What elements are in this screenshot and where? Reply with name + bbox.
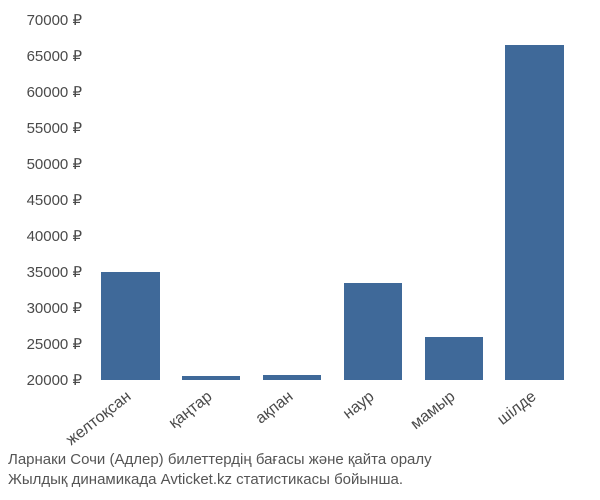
bar-slot: мамыр: [413, 20, 494, 380]
bar: [101, 272, 159, 380]
ytick: 65000 ₽: [2, 47, 82, 65]
ytick: 70000 ₽: [2, 11, 82, 29]
caption-line: Ларнаки Сочи (Адлер) билеттердің бағасы …: [8, 450, 592, 470]
ytick: 50000 ₽: [2, 155, 82, 173]
x-category-label: ақпан: [286, 362, 330, 402]
ytick: 35000 ₽: [2, 263, 82, 281]
ytick: 55000 ₽: [2, 119, 82, 137]
bars-container: желтоқсан қаңтар ақпан наур мамыр шілде: [90, 20, 575, 380]
bar-slot: наур: [332, 20, 413, 380]
caption-line: Жылдық динамикада Avticket.kz статистика…: [8, 470, 592, 490]
bar-slot: шілде: [494, 20, 575, 380]
plot-area: желтоқсан қаңтар ақпан наур мамыр шілде: [90, 20, 575, 380]
ytick: 40000 ₽: [2, 227, 82, 245]
chart-caption: Ларнаки Сочи (Адлер) билеттердің бағасы …: [8, 450, 592, 491]
ytick: 30000 ₽: [2, 299, 82, 317]
bar-slot: қаңтар: [171, 20, 252, 380]
price-chart: 20000 ₽ 25000 ₽ 30000 ₽ 35000 ₽ 40000 ₽ …: [0, 0, 600, 500]
bar-slot: ақпан: [252, 20, 333, 380]
ytick: 20000 ₽: [2, 371, 82, 389]
ytick: 60000 ₽: [2, 83, 82, 101]
bar: [505, 45, 563, 380]
bar-slot: желтоқсан: [90, 20, 171, 380]
ytick: 25000 ₽: [2, 335, 82, 353]
bar: [344, 283, 402, 380]
ytick: 45000 ₽: [2, 191, 82, 209]
